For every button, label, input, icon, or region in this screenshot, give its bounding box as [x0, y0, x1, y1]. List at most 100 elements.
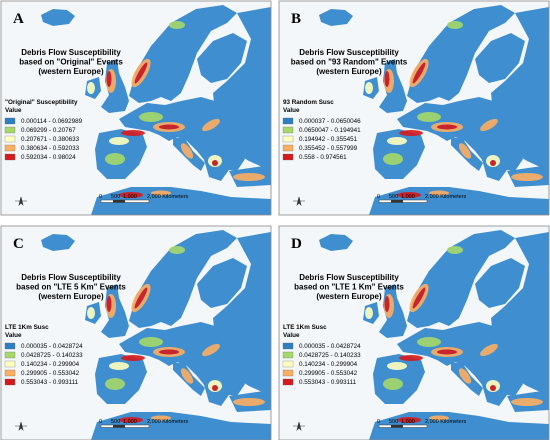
legend-label: 0.0428725 - 0.140233	[21, 352, 83, 359]
map-title: Debris Flow Susceptibility	[299, 48, 399, 57]
scale-label: 1,000	[123, 194, 137, 200]
scale-bar-fill	[391, 425, 403, 428]
scale-label: 1,000	[123, 419, 137, 425]
legend-swatch	[4, 126, 16, 134]
scale-label: 500	[389, 194, 398, 200]
map-title: (western Europe)	[316, 292, 382, 301]
scale-label: 0	[99, 419, 102, 425]
panel-letter: D	[291, 236, 302, 252]
map-title: based on "LTE 1 Km" Events	[294, 283, 404, 292]
legend-subtitle: Value	[283, 107, 300, 114]
legend-label: 0.069299 - 0.20767	[21, 127, 76, 134]
legend-label: 0.299905 - 0.553042	[299, 370, 358, 377]
scale-bar-fill	[113, 200, 125, 203]
legend-swatch	[4, 135, 16, 143]
legend-swatch	[4, 369, 16, 377]
map-title: Debris Flow Susceptibility	[299, 273, 399, 282]
legend-swatch	[282, 342, 294, 350]
map	[279, 226, 549, 440]
legend-label: 0.380634 - 0.592033	[21, 145, 80, 152]
legend-label: 0.355452 - 0.557999	[299, 145, 358, 152]
scale-label: 0	[99, 194, 102, 200]
legend-swatch	[4, 144, 16, 152]
legend-label: 0.207671 - 0.380633	[21, 136, 80, 143]
legend-title: LTE 1Km Susc	[5, 324, 49, 331]
legend-label: 0.000114 - 0.0692989	[21, 118, 83, 125]
map-title: Debris Flow Susceptibility	[21, 273, 121, 282]
panel-frame	[278, 0, 550, 216]
north-arrow	[15, 421, 27, 431]
scale-label: 2,000 Kilometers	[425, 419, 467, 425]
map	[279, 1, 549, 215]
north-arrow	[15, 196, 27, 206]
map-title: (western Europe)	[316, 67, 382, 76]
map-title: based on "LTE 5 Km" Events	[16, 283, 126, 292]
legend-label: 0.000035 - 0.0428724	[21, 343, 83, 350]
scale-label: 500	[111, 419, 120, 425]
legend-label: 0.553043 - 0.993111	[21, 379, 79, 386]
legend-swatch	[4, 117, 16, 125]
scale-label: 500	[111, 194, 120, 200]
legend-swatch	[282, 378, 294, 386]
legend-label: 0.140234 - 0.299904	[299, 361, 358, 368]
legend-label: 0.299905 - 0.553042	[21, 370, 80, 377]
map-title: based on "Original" Events	[19, 58, 123, 67]
legend-swatch	[282, 135, 294, 143]
legend-swatch	[282, 360, 294, 368]
legend-subtitle: Value	[283, 332, 300, 339]
legend-swatch	[282, 153, 294, 161]
map-title: (western Europe)	[38, 67, 104, 76]
legend-title: 93 Random Susc	[283, 99, 334, 106]
map-title: based on "93 Random" Events	[291, 58, 408, 67]
legend-label: 0.000037 - 0.0650046	[299, 118, 361, 125]
legend-label: 0.140234 - 0.299904	[21, 361, 80, 368]
north-arrow	[293, 196, 305, 206]
scale-label: 2,000 Kilometers	[425, 194, 467, 200]
map	[1, 226, 271, 440]
legend-label: 0.0428725 - 0.140233	[299, 352, 361, 359]
legend-subtitle: Value	[5, 107, 22, 114]
scale-label: 2,000 Kilometers	[147, 194, 189, 200]
legend-label: 0.0650047 - 0.194941	[299, 127, 361, 134]
scale-bar-fill	[113, 425, 125, 428]
legend-title: "Original" Susceptibility	[5, 99, 78, 106]
scale-label: 2,000 Kilometers	[147, 419, 189, 425]
legend-subtitle: Value	[5, 332, 22, 339]
legend-swatch	[4, 378, 16, 386]
scale-label: 500	[389, 419, 398, 425]
scale-label: 1,000	[401, 419, 415, 425]
panel-frame	[0, 0, 272, 216]
scale-label: 0	[377, 419, 380, 425]
scale-label: 0	[377, 194, 380, 200]
panel-letter: B	[291, 11, 301, 27]
legend-swatch	[282, 351, 294, 359]
legend-swatch	[282, 126, 294, 134]
scale-label: 1,000	[401, 194, 415, 200]
legend-swatch	[4, 351, 16, 359]
scale-bar-fill	[391, 200, 403, 203]
legend-swatch	[282, 117, 294, 125]
legend-title: LTE 1Km Susc	[283, 324, 327, 331]
map	[1, 1, 271, 215]
legend-label: 0.558 - 0.974561	[299, 154, 347, 161]
legend-label: 0.553043 - 0.993111	[299, 379, 357, 386]
legend-label: 0.000035 - 0.0428724	[299, 343, 361, 350]
legend-label: 0.194942 - 0.355451	[299, 136, 358, 143]
map-title: (western Europe)	[38, 292, 104, 301]
north-arrow	[293, 421, 305, 431]
legend-swatch	[4, 360, 16, 368]
panel-letter: A	[13, 11, 24, 27]
legend-swatch	[4, 153, 16, 161]
map-title: Debris Flow Susceptibility	[21, 48, 121, 57]
legend-swatch	[4, 342, 16, 350]
legend-swatch	[282, 144, 294, 152]
panel-letter: C	[13, 236, 24, 252]
legend-swatch	[282, 369, 294, 377]
legend-label: 0.592034 - 0.98024	[21, 154, 76, 161]
